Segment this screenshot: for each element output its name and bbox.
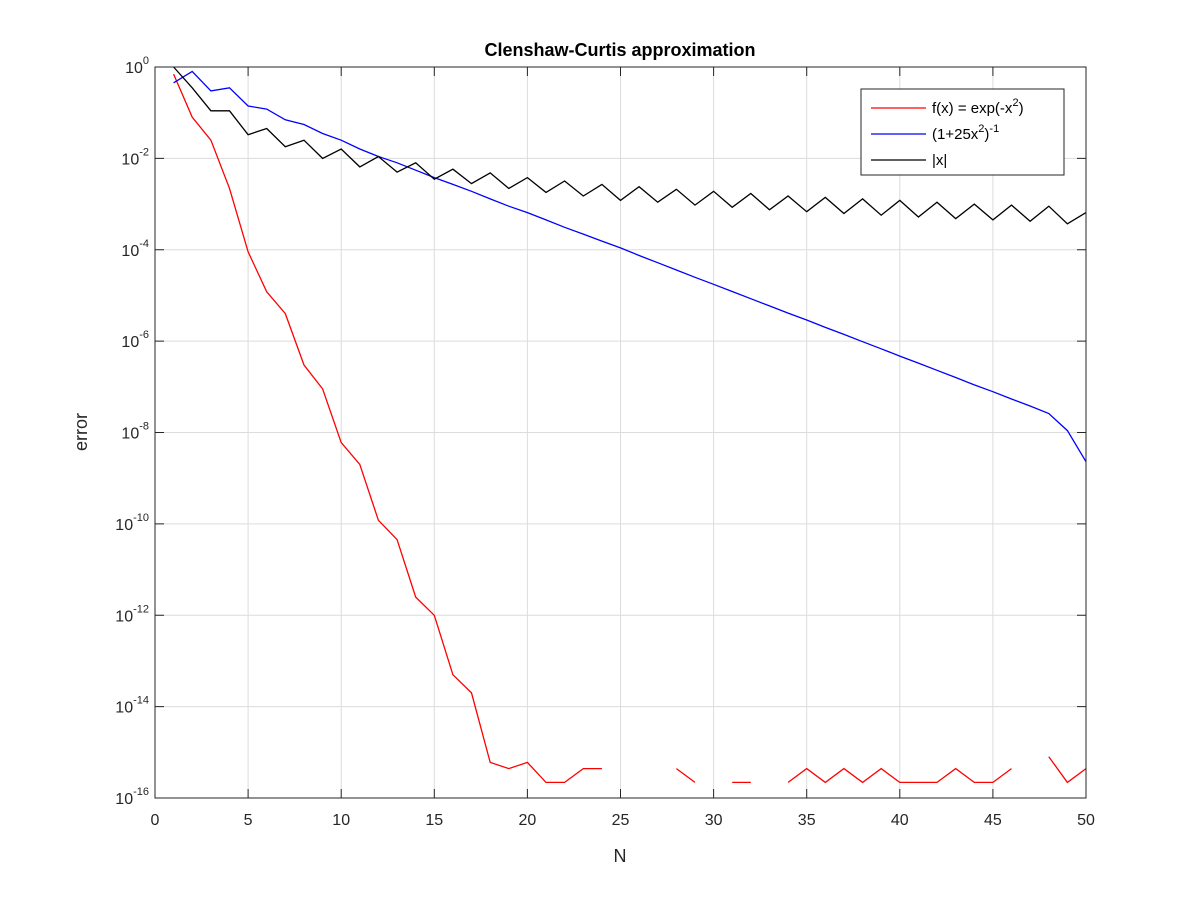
y-tick-label: 10-16 <box>115 786 149 808</box>
series-line <box>173 66 1087 225</box>
y-tick-base: 10 <box>121 151 139 168</box>
series-line <box>173 73 1087 784</box>
x-tick-labels: 0 5 10 15 20 25 30 35 40 45 50 <box>151 812 1095 829</box>
y-tick-label: 10-14 <box>115 695 149 717</box>
y-tick-base: 10 <box>121 243 139 260</box>
y-tick-base: 10 <box>115 791 133 808</box>
x-tick-label: 25 <box>612 812 630 829</box>
x-tick-label: 35 <box>798 812 816 829</box>
legend-box <box>860 88 1065 176</box>
x-tick-label: 40 <box>891 812 909 829</box>
y-tick-exponent: -6 <box>139 329 149 341</box>
legend: f(x) = exp(-x2) (1+25x2)-1 |x| <box>860 88 1065 176</box>
y-tick-exponent: -8 <box>139 421 149 433</box>
y-tick-label: 10-8 <box>121 421 149 443</box>
legend-entry: |x| <box>932 152 947 169</box>
series-line <box>173 70 1087 463</box>
y-axis-label: error <box>71 413 91 451</box>
x-tick-label: 30 <box>705 812 723 829</box>
y-tick-label: 10-2 <box>121 146 149 168</box>
y-tick-base: 10 <box>121 334 139 351</box>
x-tick-label: 5 <box>244 812 253 829</box>
legend-entry: (1+25x2)-1 <box>932 123 999 143</box>
y-tick-base: 10 <box>115 700 133 717</box>
x-tick-label: 15 <box>425 812 443 829</box>
x-axis-label: N <box>614 846 627 866</box>
y-tick-label: 100 <box>125 55 149 77</box>
y-tick-exponent: -2 <box>139 146 149 158</box>
y-tick-exponent: -10 <box>133 512 149 524</box>
y-tick-label: 10-6 <box>121 329 149 351</box>
y-tick-base: 10 <box>115 608 133 625</box>
x-tick-label: 20 <box>519 812 537 829</box>
y-tick-exponent: -4 <box>139 238 149 250</box>
y-tick-label: 10-4 <box>121 238 149 260</box>
y-tick-exponent: -14 <box>133 695 149 707</box>
chart-title: Clenshaw-Curtis approximation <box>484 40 755 60</box>
y-tick-exponent: -16 <box>133 786 149 798</box>
x-tick-label: 10 <box>332 812 350 829</box>
y-tick-base: 10 <box>115 517 133 534</box>
x-tick-label: 45 <box>984 812 1002 829</box>
y-tick-base: 10 <box>125 60 143 77</box>
y-tick-label: 10-10 <box>115 512 149 534</box>
axis-ticks <box>154 66 1087 799</box>
legend-entry: f(x) = exp(-x2) <box>932 97 1024 117</box>
y-tick-exponent: -12 <box>133 603 149 615</box>
y-tick-base: 10 <box>121 426 139 443</box>
y-tick-label: 10-12 <box>115 603 149 625</box>
series-lines <box>173 66 1087 784</box>
x-tick-label: 0 <box>151 812 160 829</box>
y-tick-exponent: 0 <box>143 55 149 67</box>
x-tick-label: 50 <box>1077 812 1095 829</box>
